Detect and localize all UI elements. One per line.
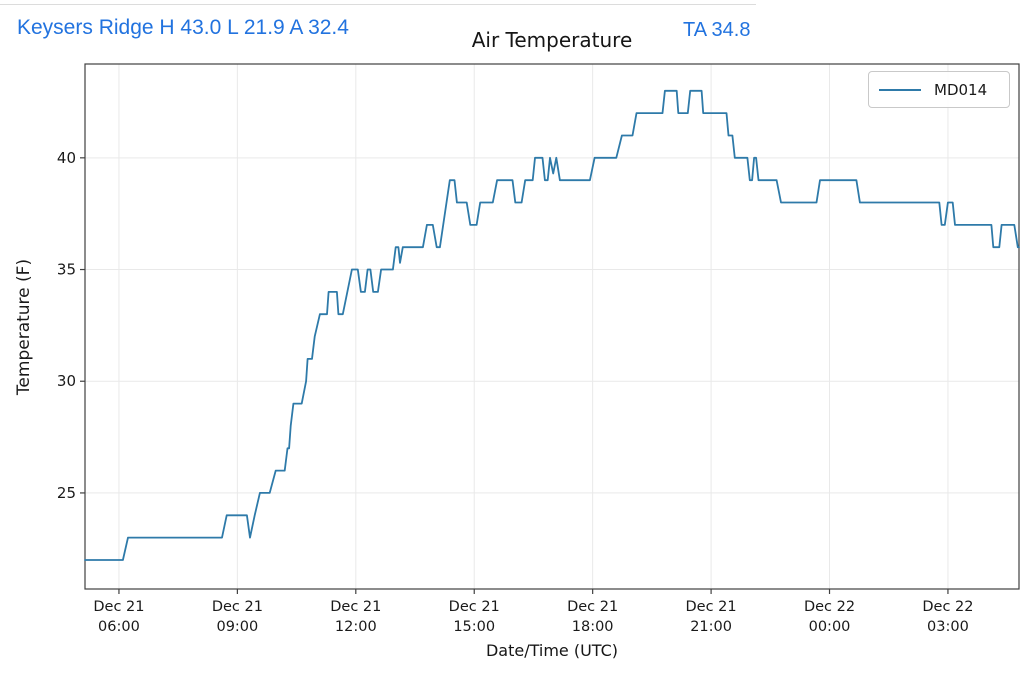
plot-frame <box>84 63 1020 590</box>
x-tick-label-time: 15:00 <box>453 619 495 635</box>
x-tick-label-time: 00:00 <box>809 619 851 635</box>
x-tick-label-time: 21:00 <box>690 619 732 635</box>
y-tick-label: 25 <box>57 484 76 502</box>
y-axis-label: Temperature (F) <box>14 259 34 396</box>
page-top-divider <box>0 4 756 5</box>
legend-series-label: MD014 <box>934 80 988 99</box>
x-tick-label-time: 12:00 <box>335 619 377 635</box>
chart-title: Air Temperature <box>471 28 633 52</box>
x-tick-label-time: 09:00 <box>216 619 258 635</box>
x-tick-label-date: Dec 21 <box>212 599 263 615</box>
x-tick-label-date: Dec 22 <box>922 599 973 615</box>
x-axis-label: Date/Time (UTC) <box>485 641 619 660</box>
legend-line-sample <box>879 88 921 91</box>
x-tick-label-time: 06:00 <box>98 619 140 635</box>
x-tick-label-date: Dec 21 <box>93 599 144 615</box>
legend: MD014 <box>868 71 1010 108</box>
x-tick-label-time: 03:00 <box>927 619 969 635</box>
y-tick-label: 40 <box>57 149 76 167</box>
x-tick-label-date: Dec 21 <box>330 599 381 615</box>
station-summary-text: Keysers Ridge H 43.0 L 21.9 A 32.4 <box>17 16 349 39</box>
series-line-MD014 <box>84 89 1020 561</box>
x-tick-label-date: Dec 21 <box>567 599 618 615</box>
x-tick-label-date: Dec 22 <box>804 599 855 615</box>
x-tick-label-date: Dec 21 <box>686 599 737 615</box>
x-tick-label-date: Dec 21 <box>449 599 500 615</box>
x-tick-label-time: 18:00 <box>572 619 614 635</box>
ta-reading-text: TA 34.8 <box>683 19 751 41</box>
y-tick-label: 30 <box>57 372 76 390</box>
y-tick-label: 35 <box>57 261 76 279</box>
